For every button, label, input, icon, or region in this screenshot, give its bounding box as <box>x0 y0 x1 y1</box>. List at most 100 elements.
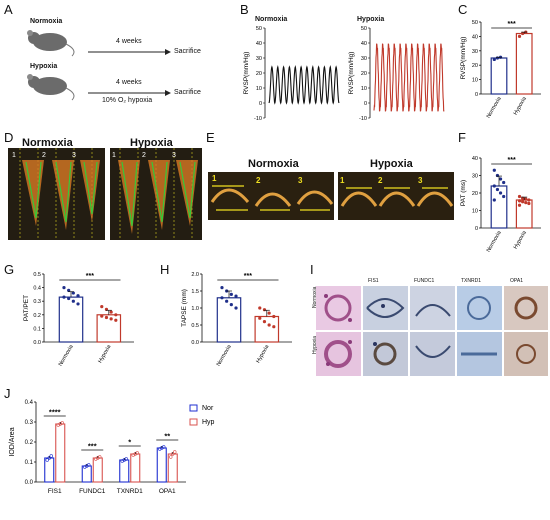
cycle-label: 1 <box>12 152 16 159</box>
ihc-fis1-normoxia <box>363 286 408 330</box>
x-tick-label: Hypoxia <box>513 229 529 250</box>
panel-f-chart: 0 10 20 30 40 PAT (ms) Normoxia Hypoxia *** <box>455 130 550 265</box>
x-tick-label: Normoxia <box>58 343 75 367</box>
data-point <box>109 310 113 314</box>
hypoxia-condition-label: 10% O₂ hypoxia <box>102 97 153 104</box>
data-point <box>267 311 271 315</box>
echo-d-hypoxia-title: Hypoxia <box>130 137 173 149</box>
data-point <box>517 203 522 207</box>
data-point <box>229 303 233 307</box>
ihc-txnrd1-hypoxia <box>457 332 502 376</box>
y-axis-label: PAT/PET <box>23 295 30 321</box>
legend-label: Nor <box>202 405 214 412</box>
x-tick-label: FUNDC1 <box>79 488 106 495</box>
y-tick-label: 50 <box>361 26 367 32</box>
data-point <box>87 463 91 467</box>
data-point <box>114 318 118 322</box>
panel-label-h: H <box>160 262 170 277</box>
data-point <box>492 198 496 202</box>
y-tick-label: 0 <box>475 92 478 98</box>
chart-j-svg: 0.00.10.20.30.4IOD/Area****FIS1***FUNDC1… <box>9 400 215 495</box>
data-point <box>49 454 53 458</box>
data-point <box>169 455 173 459</box>
data-point <box>272 325 276 329</box>
data-point <box>100 305 104 309</box>
y-tick-label: 0.0 <box>33 340 41 346</box>
y-tick-label: 0.1 <box>33 326 41 332</box>
data-point <box>104 315 109 320</box>
y-tick-label: 2.0 <box>191 272 199 278</box>
x-tick-label: FIS1 <box>48 488 62 495</box>
bar <box>156 447 167 483</box>
y-axis-label: IOD/Area <box>9 427 16 456</box>
ihc-opa1-hypoxia <box>504 332 548 376</box>
ihc-fundc1-hypoxia <box>410 332 455 376</box>
data-point <box>492 168 496 172</box>
y-tick-label: -10 <box>359 116 367 122</box>
arrow-right-icon <box>165 49 171 55</box>
data-point <box>272 314 276 319</box>
x-tick-label: Normoxia <box>486 229 503 253</box>
bar <box>81 465 92 483</box>
echo-d-normoxia-title: Normoxia <box>22 137 73 149</box>
significance-label: *** <box>88 442 97 451</box>
chart-f-svg: 0 10 20 30 40 PAT (ms) Normoxia Hypoxia *** <box>460 156 541 253</box>
bar <box>55 423 66 483</box>
bar <box>490 185 508 229</box>
data-point <box>62 286 66 290</box>
y-tick-label: 40 <box>256 41 262 47</box>
y-tick-label: 40 <box>472 34 478 40</box>
y-tick-label: 0.1 <box>25 460 34 466</box>
y-tick-label: 50 <box>256 26 262 32</box>
data-point <box>67 288 71 292</box>
doppler-image-hypoxia <box>338 172 454 220</box>
doppler-image-normoxia <box>208 172 334 220</box>
data-point <box>521 196 525 200</box>
y-tick-label: 0.0 <box>25 480 34 486</box>
cycle-label: 1 <box>212 174 217 183</box>
significance-label: *** <box>508 21 516 28</box>
data-point <box>495 56 500 60</box>
y-tick-label: 0.5 <box>191 323 199 329</box>
legend-label: Hyp <box>202 419 215 426</box>
bar <box>490 57 508 95</box>
data-point <box>220 286 224 290</box>
cycle-label: 2 <box>378 176 383 185</box>
y-tick-label: 0.3 <box>33 299 41 305</box>
y-tick-label: 0.5 <box>33 272 41 278</box>
y-tick-label: 0 <box>259 101 262 107</box>
panel-h-chart: 0.0 0.5 1.0 1.5 2.0 TAPSE (mm) Normoxia Hypoxia… <box>158 262 308 387</box>
data-point <box>498 177 503 181</box>
data-point <box>502 194 506 199</box>
data-point <box>220 296 224 300</box>
y-tick-label: 10 <box>256 86 262 92</box>
cycle-label: 1 <box>112 152 116 159</box>
panel-label-d: D <box>4 130 14 145</box>
data-point <box>262 308 267 312</box>
ihc-txnrd1-normoxia <box>457 286 502 330</box>
cycle-label: 3 <box>172 152 176 159</box>
data-point <box>109 317 113 321</box>
mouse-icon <box>27 74 75 101</box>
data-point <box>124 457 128 461</box>
doppler-hypoxia-title: Hypoxia <box>370 158 413 170</box>
bar <box>96 314 122 343</box>
doppler-normoxia-title: Normoxia <box>248 158 299 170</box>
cycle-label: 2 <box>142 152 146 159</box>
bar <box>515 32 533 95</box>
data-point <box>527 201 531 206</box>
data-point <box>60 421 64 425</box>
bar <box>119 459 130 483</box>
panel-label-b: B <box>240 2 249 17</box>
data-point <box>492 184 496 188</box>
normoxia-trace-line <box>268 64 340 105</box>
mouse-icon <box>27 30 75 57</box>
y-tick-label: 10 <box>361 86 367 92</box>
y-tick-label: 40 <box>361 41 367 47</box>
y-tick-label: 1.0 <box>191 306 199 312</box>
panel-g-chart: 0.0 0.1 0.2 0.3 0.4 0.5 PAT/PET Normoxia Hypoxia… <box>0 262 155 387</box>
panel-j-chart: 0.0 0.1 0.2 0.3 0.4 IOD/Area **** FIS1 *** FUNDC1… <box>0 388 320 515</box>
significance-label: *** <box>244 273 252 280</box>
legend-swatch <box>189 404 198 412</box>
echo-image-hypoxia-d <box>110 148 202 240</box>
